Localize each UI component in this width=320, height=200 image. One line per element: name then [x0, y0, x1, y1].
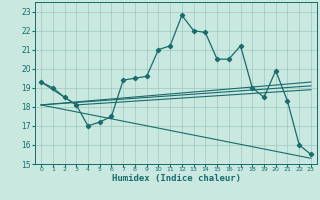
X-axis label: Humidex (Indice chaleur): Humidex (Indice chaleur)	[111, 174, 241, 183]
